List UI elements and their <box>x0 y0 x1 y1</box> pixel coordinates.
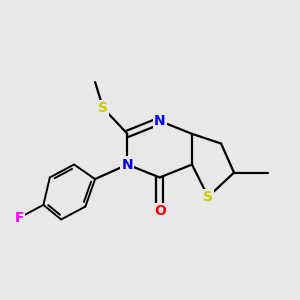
Text: O: O <box>154 204 166 218</box>
Text: S: S <box>203 190 213 204</box>
Text: S: S <box>98 101 108 115</box>
Text: N: N <box>122 158 133 172</box>
Text: N: N <box>154 114 166 128</box>
Text: F: F <box>14 211 24 225</box>
